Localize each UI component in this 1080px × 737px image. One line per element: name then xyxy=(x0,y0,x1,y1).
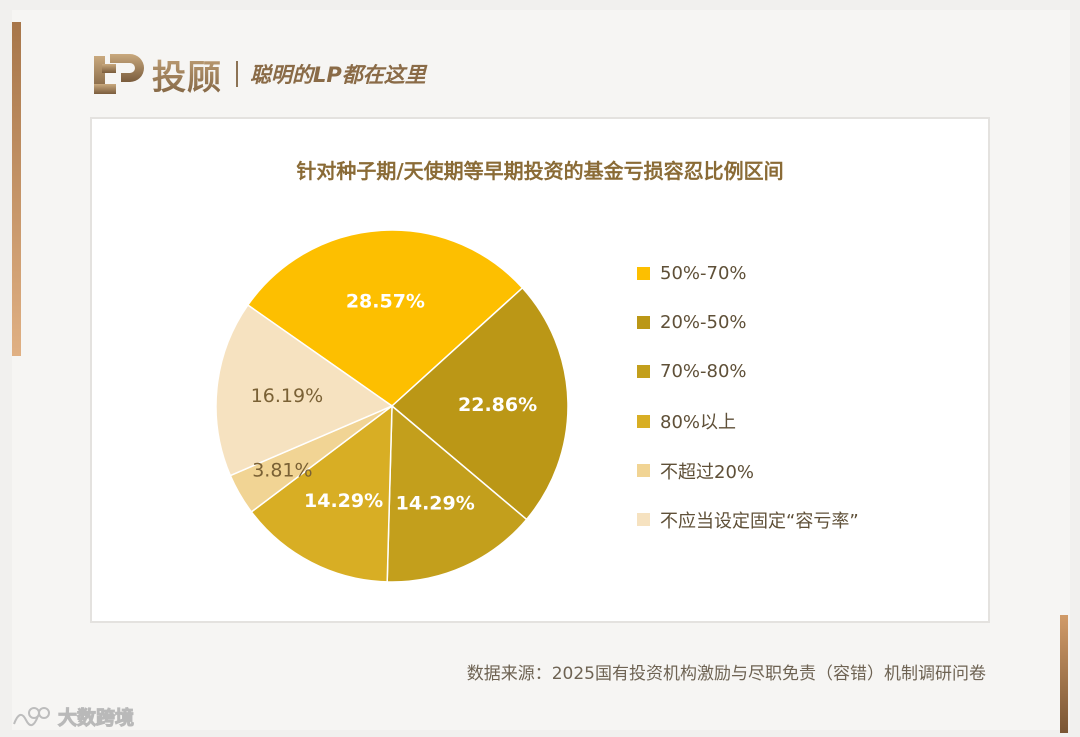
legend-label: 不应当设定固定“容亏率” xyxy=(660,510,859,532)
brand-name: 投顾 xyxy=(152,50,222,99)
watermark-logo-icon xyxy=(13,706,50,726)
chart-legend: 50%-70% 20%-50% 70%-80% 80%以上不超过20% 不应当设定固定“… xyxy=(637,260,859,556)
legend-swatch xyxy=(637,315,650,329)
legend-swatch xyxy=(637,513,650,527)
legend-label: 70%-80% xyxy=(660,361,747,383)
brand-logo-icon xyxy=(94,54,144,94)
legend-item: 80%以上 xyxy=(637,408,859,434)
pie-slice-3 xyxy=(386,404,528,583)
legend-item: 50%-70% xyxy=(637,260,859,286)
watermark: 大数跨境 xyxy=(10,703,135,730)
pie-data-label-4: 14.29% xyxy=(304,490,383,512)
brand-header: 投顾 聪明的LP都在这里 xyxy=(92,46,426,102)
legend-swatch xyxy=(637,414,650,428)
tagline: 聪明的LP都在这里 xyxy=(250,63,426,87)
legend-label: 80%以上 xyxy=(660,412,737,434)
legend-label: 20%-50% xyxy=(660,311,747,333)
legend-swatch xyxy=(637,365,650,379)
legend-swatch xyxy=(637,464,650,478)
header-divider xyxy=(236,61,238,87)
pie-chart: 28.57% 22.86% 14.29% 14.29% 3.81% 16.19% xyxy=(215,229,569,583)
chart-card: 针对种子期/天使期等早期投资的基金亏损容忍比例区间 28.57% 22.86% 14… xyxy=(90,117,990,623)
pie-data-label-3: 14.29% xyxy=(396,492,475,514)
pie-slice-6 xyxy=(215,304,394,477)
right-accent-bar xyxy=(1060,615,1068,733)
pie-slice-1 xyxy=(246,229,524,407)
pie-data-label-5: 3.81% xyxy=(252,460,312,482)
legend-item: 20%-50% xyxy=(637,309,859,335)
pie-data-label-1: 28.57% xyxy=(346,291,425,313)
left-accent-bar xyxy=(12,22,21,356)
pie-data-label-6: 16.19% xyxy=(251,385,323,407)
pie-slice-4 xyxy=(250,404,393,583)
watermark-text: 大数跨境 xyxy=(57,707,135,730)
pie-slice-2 xyxy=(390,286,569,521)
data-source: 数据来源：2025国有投资机构激励与尽职免责（容错）机制调研问卷 xyxy=(466,664,986,684)
legend-item: 不超过20% xyxy=(637,458,859,484)
legend-label: 不超过20% xyxy=(660,461,755,483)
legend-item: 不应当设定固定“容亏率” xyxy=(637,507,859,533)
pie-data-label-2: 22.86% xyxy=(458,394,537,416)
chart-title: 针对种子期/天使期等早期投资的基金亏损容忍比例区间 xyxy=(296,159,784,183)
legend-swatch xyxy=(637,266,650,280)
legend-label: 50%-70% xyxy=(660,262,747,284)
legend-item: 70%-80% xyxy=(637,359,859,385)
